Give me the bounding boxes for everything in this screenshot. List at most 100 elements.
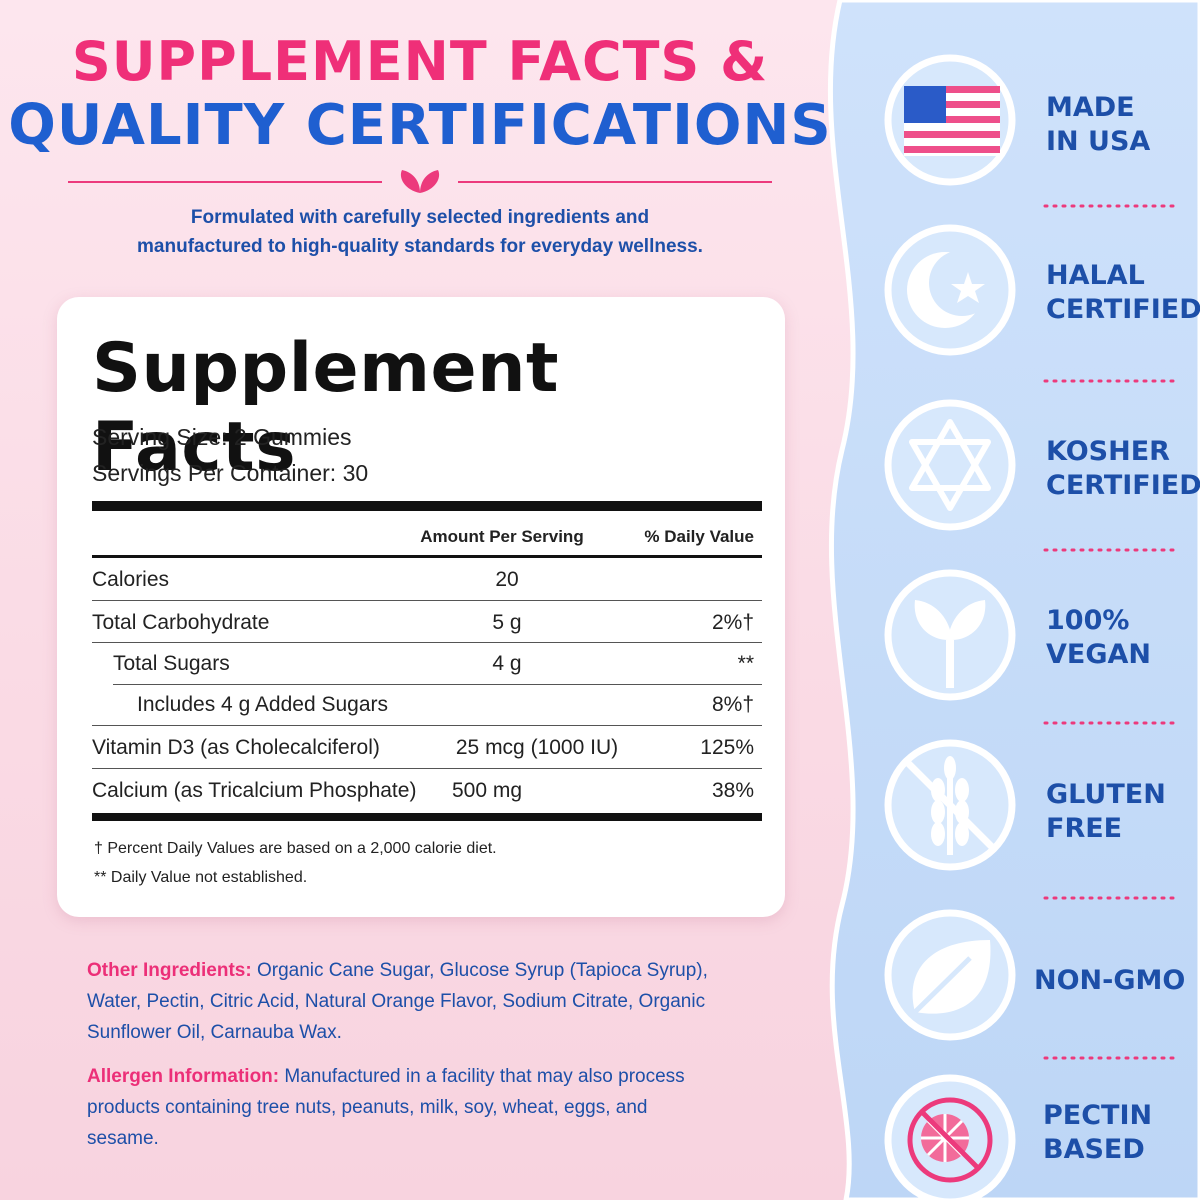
row-name: Calcium (as Tricalcium Phosphate)	[92, 779, 417, 802]
row-dv: 2%†	[711, 611, 754, 634]
title-line: SUPPLEMENT FACTS &	[71, 30, 769, 93]
row-dv: **	[737, 652, 754, 675]
subtitle: Formulated with carefully selected ingre…	[190, 207, 650, 228]
row-amount: 5 g	[492, 611, 522, 634]
usa-flag-icon	[904, 86, 1000, 93]
cert-line: MADE	[1046, 92, 1135, 123]
rule	[92, 600, 762, 601]
column-header: % Daily Value	[644, 527, 754, 546]
cert-label: HALAL CERTIFIED	[1046, 259, 1200, 327]
allergen-text: Manufactured in a facility that may also…	[87, 1066, 685, 1149]
ingredients: Other Ingredients: Organic Cane Sugar, G…	[87, 955, 747, 1048]
usa-flag-icon	[904, 116, 1000, 123]
usa-flag-icon	[904, 86, 946, 123]
thick-rule	[92, 813, 762, 821]
gluten-free-icon	[944, 756, 956, 780]
row-name: Calories	[92, 568, 170, 591]
kosher-icon	[909, 419, 991, 491]
pectin-icon	[907, 1097, 993, 1183]
cert-label: PECTIN BASED	[1043, 1099, 1152, 1167]
cert-line: HALAL	[1046, 260, 1145, 291]
gluten-free-icon	[902, 756, 998, 855]
cert-label: GLUTEN FREE	[1046, 778, 1166, 846]
row-name: Total Sugars	[113, 652, 230, 675]
cert-line: NON-GMO	[1034, 965, 1186, 996]
halal-icon	[951, 272, 985, 303]
header-divider	[400, 170, 420, 193]
usa-flag-icon	[904, 101, 1000, 108]
header-divider	[420, 170, 440, 193]
title-line: QUALITY CERTIFICATIONS	[8, 93, 832, 158]
ingredients-label: Other Ingredients:	[87, 960, 252, 981]
halal-icon	[929, 250, 995, 316]
non-gmo-icon	[912, 940, 991, 1014]
row-amount: 500 mg	[451, 779, 523, 802]
cert-line: PECTIN	[1043, 1100, 1153, 1131]
gluten-free-icon	[955, 778, 969, 802]
cert-line: GLUTEN	[1046, 779, 1166, 810]
non-gmo-icon	[913, 956, 972, 1014]
row-amount: 20	[495, 568, 519, 591]
footnote: ** Daily Value not established.	[94, 869, 308, 886]
cert-label: MADE IN USA	[1046, 91, 1150, 159]
halal-icon	[907, 250, 995, 328]
cert-line: VEGAN	[1046, 639, 1151, 670]
icon-circles	[884, 399, 1016, 531]
row-dv: 8%†	[711, 693, 754, 716]
cert-line: KOSHER	[1046, 436, 1170, 467]
gluten-free-icon	[931, 800, 945, 824]
cert-line: BASED	[1043, 1134, 1145, 1165]
subtitle: manufactured to high-quality standards f…	[137, 236, 703, 257]
row-name: Includes 4 g Added Sugars	[137, 693, 389, 716]
facts-card: Supplement Facts Serving Size: 2 Gummies…	[57, 297, 785, 917]
serving-size: Serving Size: 2 Gummies	[92, 424, 352, 450]
vegan-icon	[946, 640, 954, 688]
cert-line: IN USA	[1046, 126, 1151, 157]
cert-label: NON-GMO	[1034, 964, 1185, 998]
rule	[92, 642, 762, 643]
cert-line: CERTIFIED	[1046, 294, 1200, 325]
usa-flag-icon	[904, 146, 1000, 153]
ingredients-text: Organic Cane Sugar, Glucose Syrup (Tapio…	[87, 960, 708, 1043]
pectin-icon	[920, 1110, 980, 1170]
gluten-free-icon	[947, 775, 953, 855]
usa-flag-icon	[904, 86, 1000, 156]
rule	[113, 684, 762, 685]
row-dv: 125%	[700, 736, 754, 759]
pectin-icon	[907, 1097, 993, 1183]
blue-panel	[827, 0, 1200, 1200]
row-name: Vitamin D3 (as Cholecalciferol)	[92, 736, 380, 759]
rule	[92, 725, 762, 726]
kosher-icon	[909, 419, 991, 511]
allergen: Allergen Information: Manufactured in a …	[87, 1061, 687, 1154]
row-name: Total Carbohydrate	[92, 611, 270, 634]
usa-flag-icon	[904, 131, 1000, 138]
cert-line: FREE	[1046, 813, 1123, 844]
cert-line: 100%	[1046, 605, 1130, 636]
kosher-icon	[909, 439, 991, 511]
thick-rule	[92, 501, 762, 511]
vegan-icon	[914, 600, 952, 688]
row-amount: 25 mcg (1000 IU)	[455, 736, 619, 759]
cert-line: CERTIFIED	[1046, 470, 1200, 501]
gluten-free-icon	[902, 757, 998, 853]
servings-per-container: Servings Per Container: 30	[92, 460, 369, 486]
footnote: † Percent Daily Values are based on a 2,…	[94, 840, 497, 857]
allergen-label: Allergen Information:	[87, 1066, 280, 1087]
rule	[92, 555, 762, 558]
row-amount: 4 g	[492, 652, 522, 675]
vegan-icon	[948, 600, 986, 688]
gluten-free-icon	[955, 822, 969, 846]
gluten-free-icon	[931, 822, 945, 846]
column-header: Amount Per Serving	[420, 527, 584, 546]
header-divider	[68, 170, 772, 193]
vegan-icon	[914, 600, 986, 688]
cert-label: 100% VEGAN	[1046, 604, 1151, 672]
facts-title: Supplement Facts	[92, 329, 560, 487]
separators	[1043, 204, 1180, 1060]
rule	[92, 768, 762, 769]
row-dv: 38%	[711, 779, 754, 802]
cert-label: KOSHER CERTIFIED	[1046, 435, 1200, 503]
